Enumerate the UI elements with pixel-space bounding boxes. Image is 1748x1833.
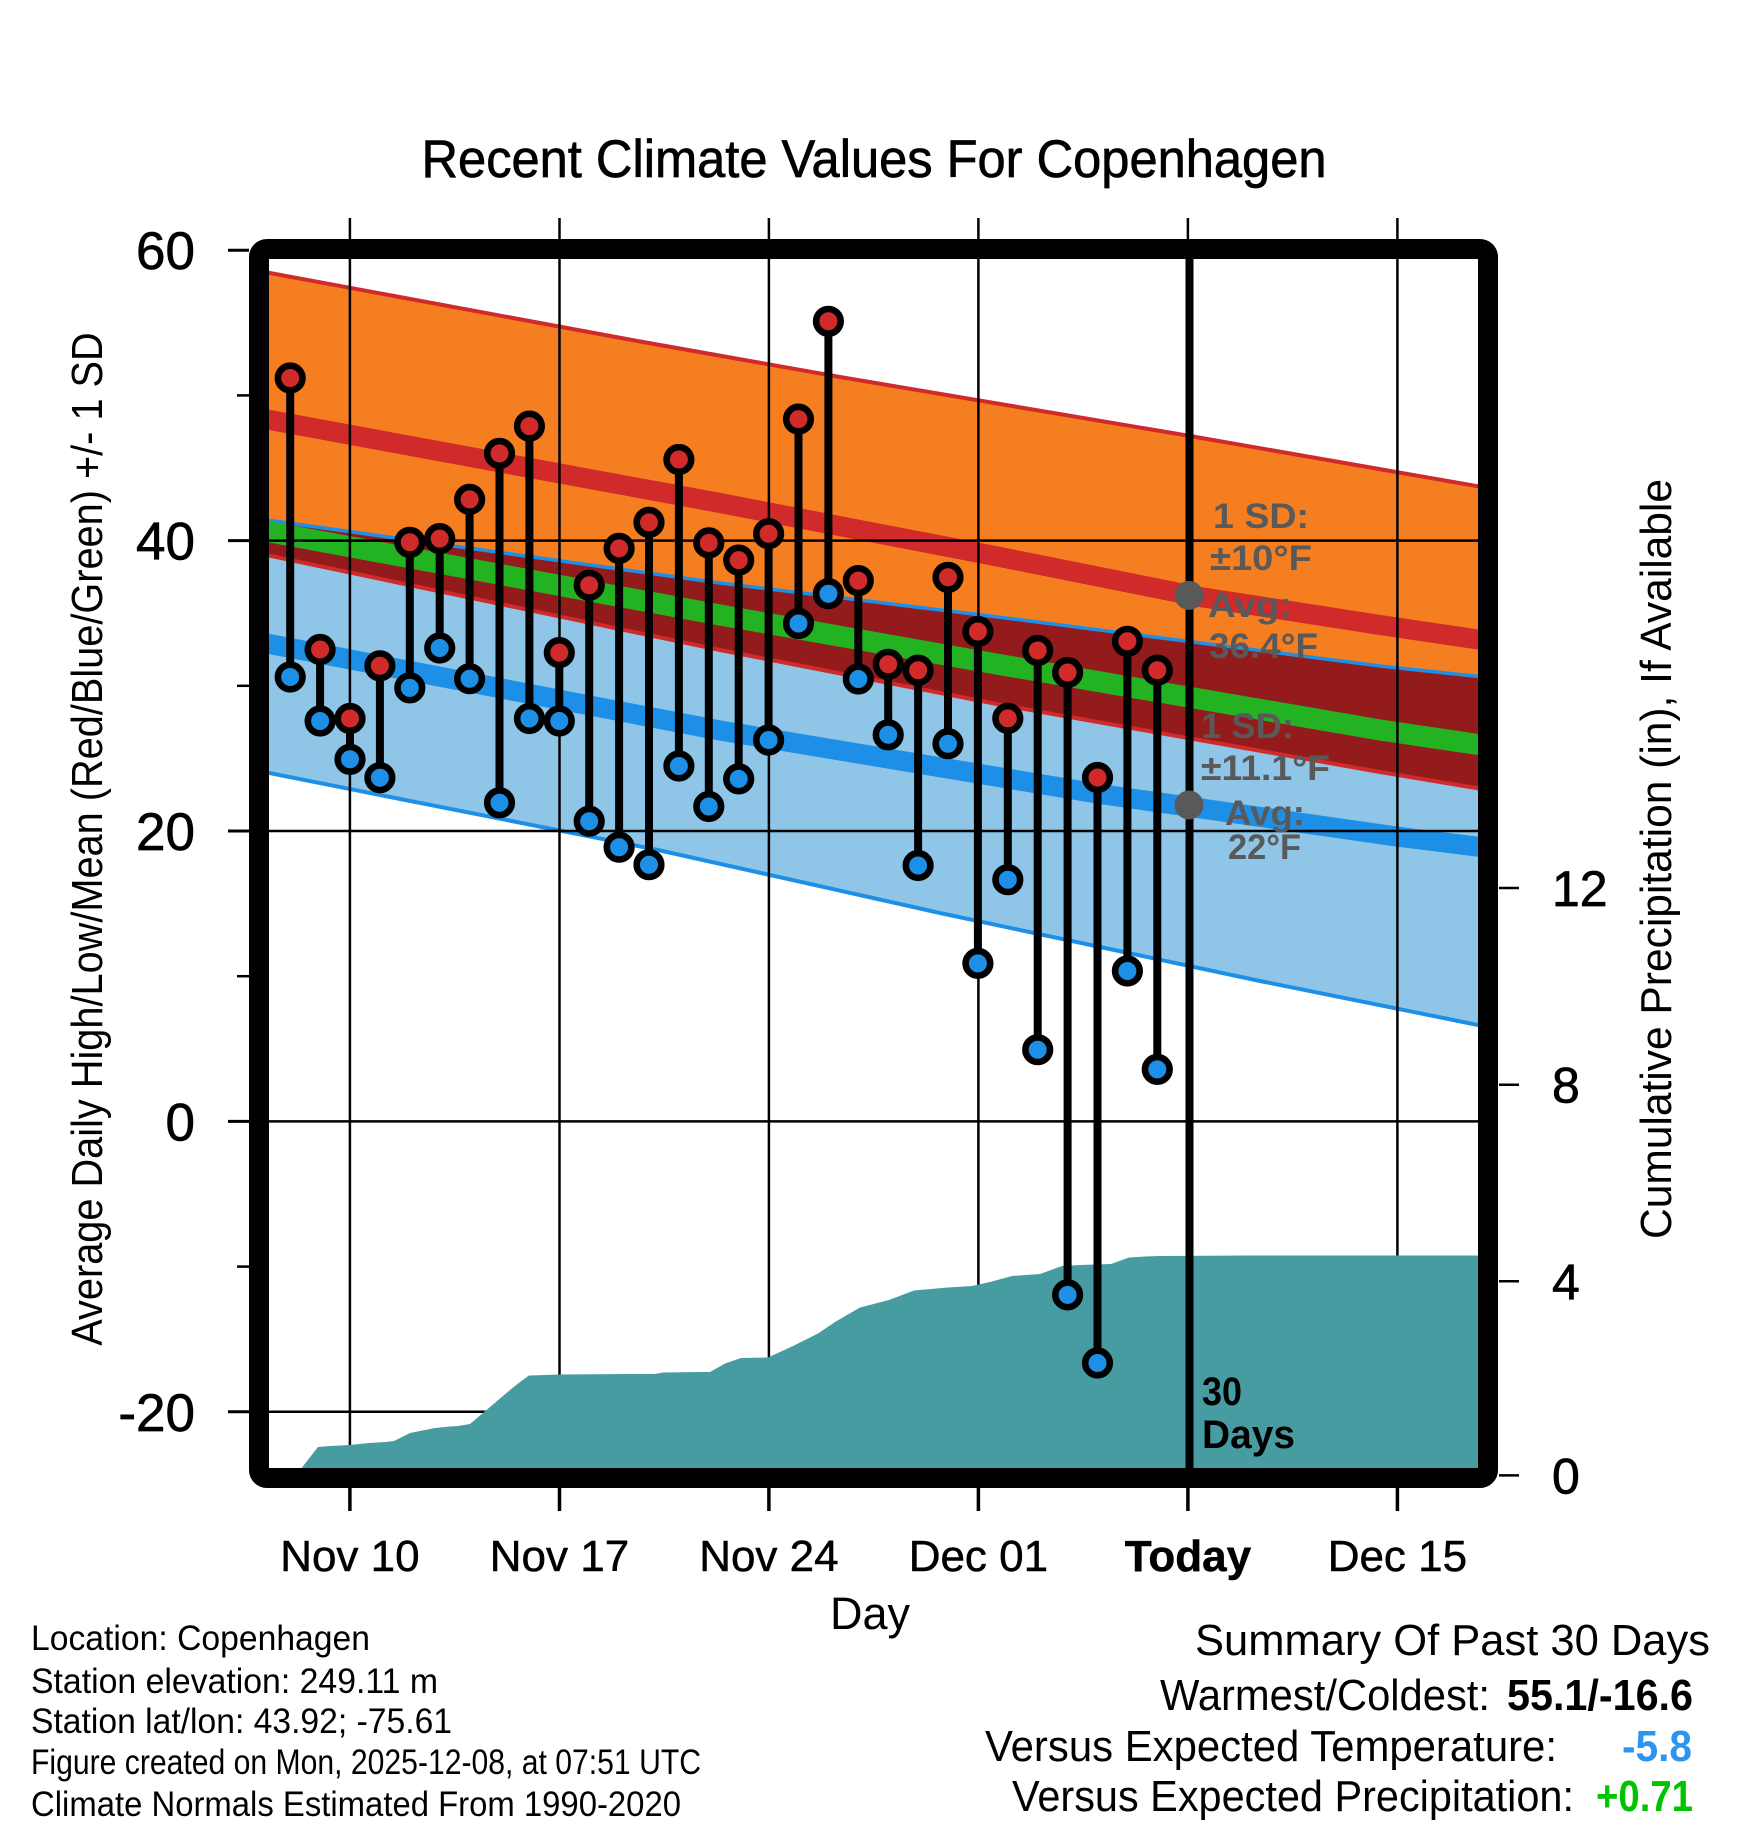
svg-text:±10°F: ±10°F <box>1210 538 1312 578</box>
svg-text:Warmest/Coldest:: Warmest/Coldest: <box>1160 1671 1490 1720</box>
svg-text:4: 4 <box>1552 1254 1580 1310</box>
svg-text:Station elevation: 249.11 m: Station elevation: 249.11 m <box>31 1661 438 1701</box>
svg-text:Cumulative Precipitation (in),: Cumulative Precipitation (in), If Availa… <box>1632 479 1681 1239</box>
svg-text:Nov 17: Nov 17 <box>490 1532 629 1581</box>
svg-text:Summary Of Past 30 Days: Summary Of Past 30 Days <box>1195 1616 1710 1665</box>
svg-text:40: 40 <box>136 513 195 572</box>
svg-text:Location: Copenhagen: Location: Copenhagen <box>31 1618 370 1658</box>
svg-text:Nov 24: Nov 24 <box>699 1532 838 1581</box>
svg-text:Dec 01: Dec 01 <box>909 1532 1048 1581</box>
svg-text:Figure created on Mon, 2025-12: Figure created on Mon, 2025-12-08, at 07… <box>31 1742 701 1782</box>
svg-text:30: 30 <box>1202 1370 1242 1414</box>
svg-text:55.1/-16.6: 55.1/-16.6 <box>1507 1671 1693 1720</box>
svg-text:1 SD:: 1 SD: <box>1213 496 1309 536</box>
svg-text:Today: Today <box>1125 1532 1252 1581</box>
svg-text:Climate Normals Estimated From: Climate Normals Estimated From 1990-2020 <box>31 1784 681 1824</box>
svg-text:-20: -20 <box>118 1384 195 1443</box>
svg-text:Versus Expected Precipitation:: Versus Expected Precipitation: <box>1012 1772 1574 1821</box>
svg-text:Day: Day <box>830 1588 911 1639</box>
svg-text:Dec 15: Dec 15 <box>1328 1532 1467 1581</box>
svg-text:Avg:: Avg: <box>1225 793 1305 833</box>
svg-text:0: 0 <box>1552 1448 1580 1504</box>
svg-text:Recent Climate Values For Cope: Recent Climate Values For Copenhagen <box>422 130 1327 189</box>
svg-text:Nov 10: Nov 10 <box>280 1532 419 1581</box>
svg-text:+0.71: +0.71 <box>1596 1772 1693 1821</box>
svg-text:Average Daily High/Low/Mean (R: Average Daily High/Low/Mean (Red/Blue/Gr… <box>62 332 111 1345</box>
svg-text:0: 0 <box>166 1093 195 1152</box>
svg-text:12: 12 <box>1552 861 1608 917</box>
svg-text:20: 20 <box>136 803 195 862</box>
svg-text:Days: Days <box>1202 1413 1295 1457</box>
svg-text:36.4°F: 36.4°F <box>1209 626 1318 666</box>
svg-text:Station lat/lon: 43.92; -75.61: Station lat/lon: 43.92; -75.61 <box>31 1701 452 1741</box>
svg-text:Versus Expected Temperature:: Versus Expected Temperature: <box>985 1722 1557 1771</box>
svg-text:Avg:: Avg: <box>1208 585 1292 625</box>
svg-text:±11.1°F: ±11.1°F <box>1201 748 1330 788</box>
svg-text:-5.8: -5.8 <box>1622 1722 1692 1771</box>
svg-text:1 SD:: 1 SD: <box>1201 706 1294 746</box>
svg-text:22°F: 22°F <box>1228 827 1301 867</box>
svg-text:60: 60 <box>136 222 195 281</box>
svg-text:8: 8 <box>1552 1058 1580 1114</box>
